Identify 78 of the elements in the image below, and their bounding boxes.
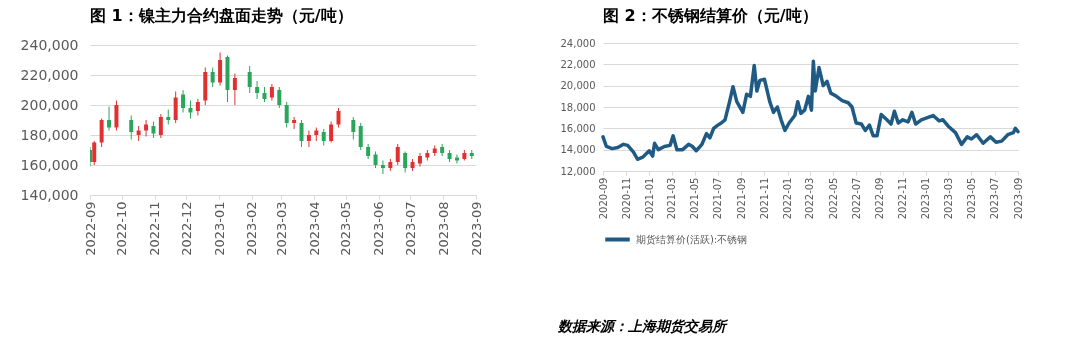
candlestick: [454, 154, 459, 164]
candlestick: [181, 89, 186, 113]
x-tick-label: 2022-09: [874, 177, 886, 220]
candlestick: [195, 98, 200, 116]
x-tick-label: 2023-07: [989, 177, 1000, 220]
x-tick-label: 2022-11: [897, 177, 909, 220]
candlestick: [129, 115, 134, 140]
x-tick-label: 2023-05: [965, 177, 977, 220]
candlestick: [351, 116, 356, 140]
candlestick: [299, 119, 304, 148]
legend-label: 期货结算价(活跃):不锈钢: [636, 233, 748, 245]
candlestick: [114, 100, 119, 131]
x-tick-label: 2023-07: [402, 201, 418, 256]
y-tick-label: 160,000: [20, 156, 79, 173]
candlestick: [144, 119, 149, 137]
x-tick-label: 2022-03: [804, 177, 816, 220]
candlestick: [255, 80, 260, 100]
line-series: [601, 59, 1020, 162]
x-tick-label: 2023-03: [942, 177, 954, 220]
x-tick-label: 2022-10: [114, 201, 130, 256]
x-tick-label: 2022-12: [178, 201, 194, 256]
y-tick-label: 24,000: [560, 37, 596, 49]
chart-title: 图 1：镍主力合约盘面走势（元/吨）: [90, 6, 353, 25]
candlestick: [277, 86, 282, 109]
x-tick-label: 2022-01: [782, 177, 794, 220]
candlestick: [99, 118, 104, 148]
x-tick-label: 2023-06: [371, 201, 387, 256]
candlestick: [380, 160, 385, 175]
y-tick-label: 22,000: [560, 58, 596, 70]
x-tick-label: 2022-07: [850, 177, 862, 220]
candlestick: [210, 67, 215, 88]
candlestick: [395, 143, 400, 166]
candlestick: [403, 151, 408, 173]
candlestick: [247, 65, 252, 94]
x-tick-label: 2022-09: [82, 201, 98, 256]
y-tick-label: 20,000: [560, 80, 596, 92]
x-tick-label: 2023-01: [211, 201, 227, 256]
chart-title: 图 2：不锈钢结算价（元/吨）: [603, 6, 818, 25]
x-tick-label: 2021-03: [666, 177, 678, 220]
x-tick-label: 2022-05: [827, 177, 839, 220]
y-tick-label: 200,000: [20, 96, 79, 113]
candlestick: [358, 122, 363, 151]
y-tick-label: 14,000: [560, 144, 596, 156]
x-tick-label: 2020-11: [620, 177, 632, 220]
y-tick-label: 18,000: [560, 101, 596, 113]
x-tick-label: 2021-05: [689, 177, 701, 220]
candlestick: [173, 91, 178, 124]
y-tick-label: 12,000: [560, 165, 596, 177]
x-tick-label: 2023-02: [244, 201, 260, 256]
candlestick: [292, 116, 297, 130]
candlestick: [232, 73, 237, 106]
candlestick: [92, 140, 97, 166]
x-tick-label: 2023-09: [468, 201, 484, 256]
x-tick-label: 2023-09: [1012, 177, 1024, 220]
candlestick: [329, 121, 334, 143]
x-tick-label: 2021-01: [643, 177, 655, 220]
x-tick-label: 2021-11: [758, 177, 770, 220]
x-tick-label: 2021-07: [712, 177, 724, 220]
source-note: 数据来源：上海期货交易所: [558, 318, 726, 336]
y-tick-label: 180,000: [20, 126, 79, 143]
x-tick-label: 2023-03: [273, 201, 289, 256]
candlestick: [284, 101, 289, 128]
x-tick-label: 2022-11: [147, 201, 163, 256]
y-tick-label: 16,000: [560, 122, 596, 134]
x-tick-label: 2023-04: [306, 201, 322, 256]
y-tick-label: 140,000: [20, 186, 79, 203]
x-tick-label: 2023-01: [920, 177, 932, 220]
y-tick-label: 220,000: [20, 66, 79, 83]
candlestick: [306, 130, 311, 148]
candlestick: [158, 113, 163, 139]
candlestick: [336, 107, 341, 128]
x-tick-label: 2023-08: [435, 201, 451, 256]
candlestick: [218, 52, 223, 86]
x-tick-label: 2021-09: [735, 177, 747, 220]
x-tick-label: 2020-09: [597, 177, 609, 220]
y-tick-label: 240,000: [20, 36, 79, 53]
candlestick: [107, 106, 112, 131]
x-tick-label: 2023-05: [338, 201, 354, 256]
